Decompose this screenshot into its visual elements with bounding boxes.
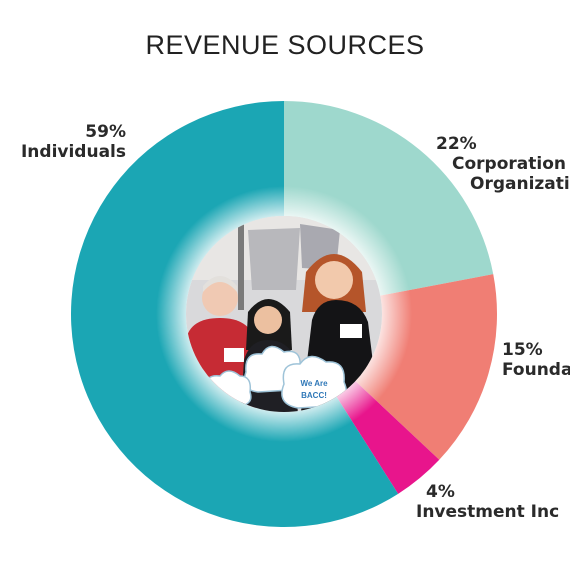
slice-name-foundations: Founda xyxy=(502,360,570,380)
slice-pct-individuals: 59% xyxy=(85,122,126,142)
slice-pct-investment: 4% xyxy=(426,482,455,502)
slice-pct-foundations: 15% xyxy=(502,340,543,360)
slice-name-individuals: Individuals xyxy=(20,142,126,162)
slice-name-corporations: Corporation xyxy=(452,154,566,174)
slice-pct-corporations: 22% xyxy=(436,134,477,154)
slice-label-individuals: 59% Individuals xyxy=(8,122,126,162)
cloud-sign-text-2: BACC! xyxy=(301,391,327,400)
donut-slice-corporations-organizations xyxy=(284,101,494,296)
slice-label-investment: 4% Investment Inc xyxy=(416,482,559,522)
slice-name-organizations: Organizati xyxy=(470,174,570,194)
slice-label-foundations: 15% Founda xyxy=(502,340,570,380)
cloud-sign-text-1: We Are xyxy=(300,379,328,388)
slice-label-corporations: 22% Corporation Organizati xyxy=(436,134,570,194)
slice-name-investment: Investment Inc xyxy=(416,502,560,522)
chart-title: REVENUE SOURCES xyxy=(145,30,425,60)
